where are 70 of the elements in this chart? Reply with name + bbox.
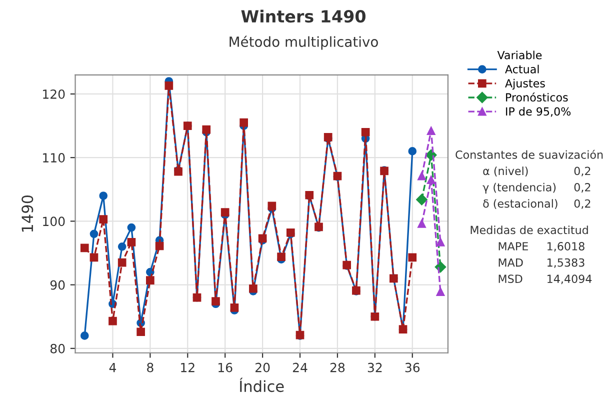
text: 0,2	[574, 199, 590, 209]
x-tick-label: 36	[405, 362, 420, 372]
legend-label: IP de 95,0%	[506, 107, 571, 117]
text: δ (estacional)	[483, 199, 558, 210]
point	[99, 215, 108, 224]
y-axis-title: 1490	[22, 195, 34, 232]
x-tick-label: 12	[181, 362, 194, 372]
y-tick-label: 110	[43, 153, 65, 163]
point	[146, 276, 154, 285]
y-tick-label: 120	[43, 89, 65, 99]
x-tick-label: 16	[218, 362, 232, 372]
point	[155, 242, 164, 250]
x-tick-label: 24	[292, 362, 308, 372]
point	[90, 253, 98, 262]
legend-label: Ajustes	[505, 78, 545, 90]
legend-label: Pronósticos	[506, 92, 568, 102]
point	[127, 223, 136, 232]
point	[426, 126, 436, 136]
point	[361, 128, 370, 136]
text: 1,6018	[548, 242, 584, 252]
point	[436, 238, 445, 246]
point	[118, 242, 126, 251]
point	[220, 208, 230, 216]
text: 14,4094	[548, 274, 592, 284]
point	[418, 220, 426, 228]
point	[118, 258, 126, 267]
point	[268, 202, 276, 210]
legend-label: Actual	[505, 64, 539, 74]
point	[408, 253, 417, 262]
point	[249, 284, 258, 293]
point	[164, 82, 174, 90]
text: α (nivel)	[483, 166, 528, 176]
point	[127, 238, 136, 246]
text: 0,2	[574, 183, 590, 193]
text: 0,2	[574, 166, 590, 176]
text: γ (tendencia)	[482, 182, 556, 194]
legend-title: Variable	[497, 50, 542, 60]
y-tick-label: 100	[43, 216, 65, 226]
point	[416, 194, 428, 206]
chart-subtitle: Método multiplicativo	[230, 36, 378, 50]
text: 1,5383	[548, 258, 584, 268]
text: MAPE	[498, 242, 528, 250]
point	[240, 118, 248, 127]
point	[277, 252, 286, 261]
x-tick-label: 20	[256, 362, 270, 372]
point	[108, 316, 117, 326]
point	[202, 125, 211, 134]
point	[136, 328, 145, 336]
text: Constantes de suavización	[456, 150, 603, 159]
x-axis-title: Índice	[240, 378, 284, 392]
point	[436, 288, 445, 296]
point	[230, 304, 239, 312]
text: Medidas de exactitud	[470, 226, 588, 234]
point	[426, 176, 436, 184]
x-tick-label: 32	[368, 362, 382, 372]
text: MSD	[498, 274, 522, 284]
point	[99, 192, 108, 200]
point	[212, 297, 220, 306]
point	[418, 172, 426, 180]
point	[408, 147, 417, 156]
x-tick-label: 8	[147, 362, 154, 372]
point	[80, 332, 89, 340]
x-tick-label: 28	[330, 362, 345, 372]
point	[80, 244, 89, 252]
y-tick-label: 90	[50, 280, 65, 290]
y-tick-label: 80	[50, 344, 65, 354]
point	[90, 230, 98, 238]
x-tick-label: 4	[109, 362, 116, 372]
text: MAD	[498, 258, 523, 267]
chart-title: Winters 1490	[241, 10, 366, 23]
